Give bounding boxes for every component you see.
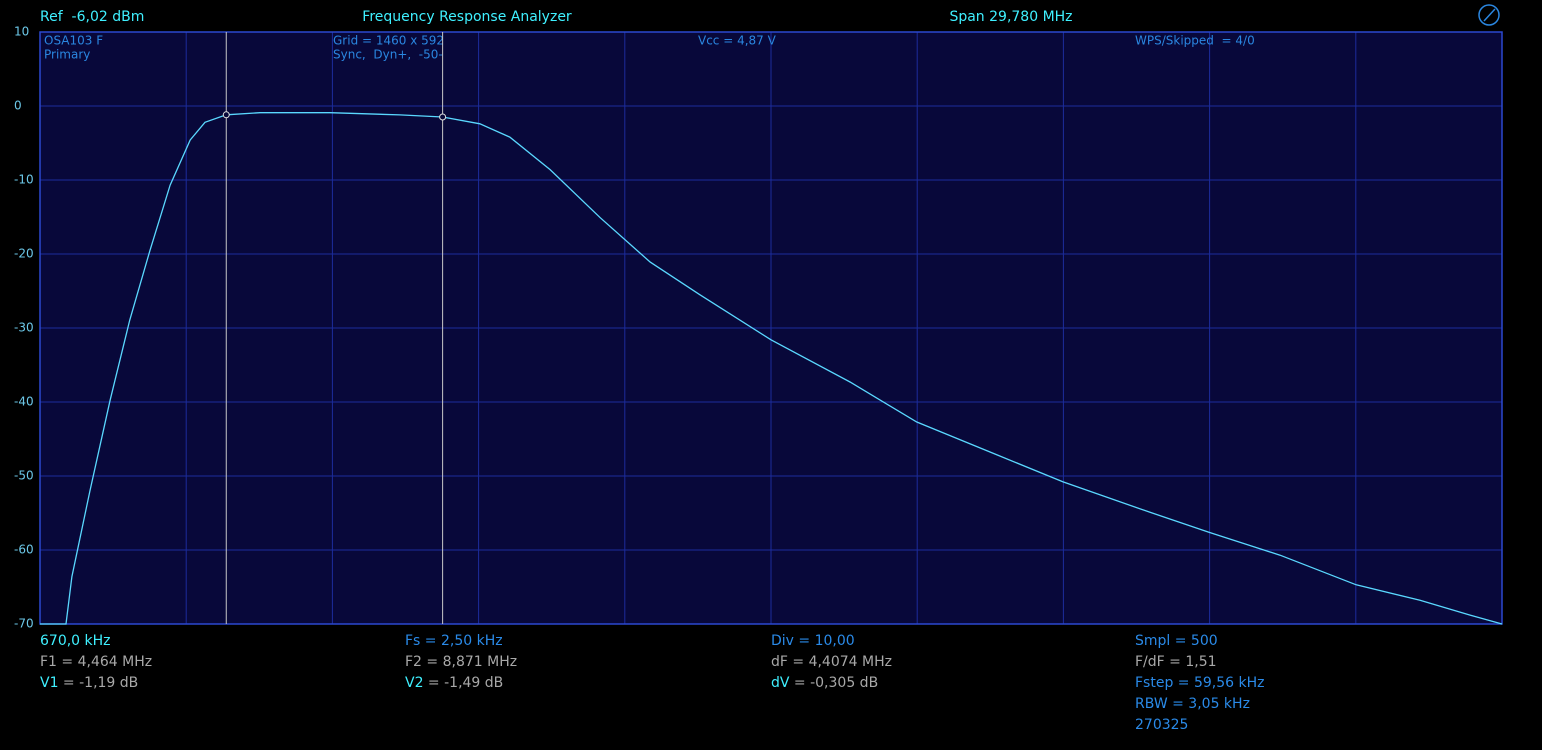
dv: dV = -0,305 dB: [771, 675, 878, 691]
y-tick-label: -20: [14, 247, 34, 261]
start-frequency: 670,0 kHz: [40, 633, 111, 649]
y-tick-label: -10: [14, 173, 34, 187]
smpl: Smpl = 500: [1135, 633, 1218, 649]
app-title: Frequency Response Analyzer: [362, 9, 572, 25]
dv-label: dV: [771, 675, 790, 691]
ref-level: Ref -6,02 dBm: [40, 9, 144, 25]
marker-point: [439, 113, 447, 121]
y-tick-label: -70: [14, 617, 34, 631]
v2: V2 = -1,49 dB: [405, 675, 503, 691]
marker-point: [222, 111, 230, 119]
sync-info: Sync, Dyn+, -50-: [333, 48, 443, 62]
rbw: RBW = 3,05 kHz: [1135, 696, 1250, 712]
device: OSA103 F: [44, 34, 103, 48]
icon-circle[interactable]: [1478, 4, 1500, 26]
response-curve: [40, 112, 1503, 625]
div: Div = 10,00: [771, 633, 855, 649]
channel: Primary: [44, 48, 90, 62]
y-tick-label: -30: [14, 321, 34, 335]
v2-value: = -1,49 dB: [423, 675, 503, 691]
fstep: Fstep = 59,56 kHz: [1135, 675, 1264, 691]
v1-value: = -1,19 dB: [58, 675, 138, 691]
f1: F1 = 4,464 MHz: [40, 654, 152, 670]
y-tick-label: -40: [14, 395, 34, 409]
v1: V1 = -1,19 dB: [40, 675, 138, 691]
f2: F2 = 8,871 MHz: [405, 654, 517, 670]
y-tick-label: 0: [14, 99, 22, 113]
df: dF = 4,4074 MHz: [771, 654, 892, 670]
plot-border: [39, 31, 1503, 625]
grid-info: Grid = 1460 x 592: [333, 34, 444, 48]
y-tick-label: 10: [14, 25, 29, 39]
settings-icon[interactable]: [1478, 4, 1500, 26]
y-tick-label: -50: [14, 469, 34, 483]
icon-needle[interactable]: [1483, 8, 1496, 22]
dv-value: = -0,305 dB: [789, 675, 878, 691]
build-id: 270325: [1135, 717, 1188, 733]
v2-label: V2: [405, 675, 423, 691]
y-tick-label: -60: [14, 543, 34, 557]
wps: WPS/Skipped = 4/0: [1135, 34, 1255, 48]
f-over-df: F/dF = 1,51: [1135, 654, 1217, 670]
vcc: Vcc = 4,87 V: [698, 34, 777, 48]
v1-label: V1: [40, 675, 58, 691]
span: Span 29,780 MHz: [949, 9, 1072, 25]
fs: Fs = 2,50 kHz: [405, 633, 503, 649]
